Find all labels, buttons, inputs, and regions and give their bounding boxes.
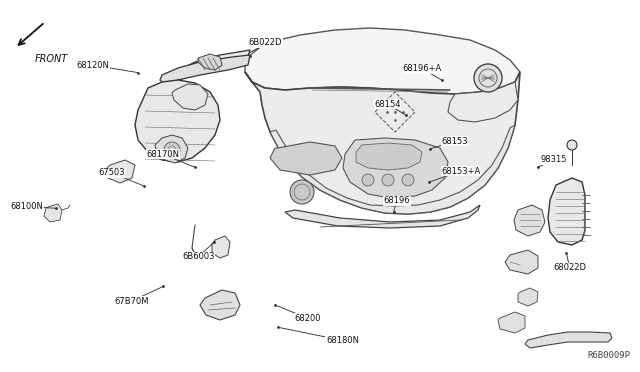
Polygon shape	[212, 236, 230, 258]
Text: FRONT: FRONT	[35, 54, 68, 64]
Polygon shape	[155, 135, 188, 163]
Text: 68022D: 68022D	[553, 263, 586, 272]
Polygon shape	[448, 82, 518, 122]
Text: 68154: 68154	[374, 100, 401, 109]
Polygon shape	[135, 80, 220, 162]
Text: 68153: 68153	[441, 137, 468, 146]
Circle shape	[164, 142, 180, 158]
Circle shape	[290, 180, 314, 204]
Polygon shape	[44, 204, 62, 222]
Polygon shape	[270, 125, 515, 214]
Circle shape	[402, 174, 414, 186]
Text: 68180N: 68180N	[326, 336, 359, 345]
Text: 68196+A: 68196+A	[403, 64, 442, 73]
Text: R6B0009P: R6B0009P	[587, 351, 630, 360]
Polygon shape	[505, 250, 538, 274]
Text: 98315: 98315	[540, 155, 567, 164]
Polygon shape	[514, 205, 545, 236]
Circle shape	[382, 174, 394, 186]
Text: 68196: 68196	[383, 196, 410, 205]
Polygon shape	[172, 84, 208, 110]
Circle shape	[362, 174, 374, 186]
Polygon shape	[198, 54, 222, 70]
Polygon shape	[525, 332, 612, 348]
Polygon shape	[548, 178, 585, 245]
Polygon shape	[175, 50, 250, 80]
Circle shape	[567, 140, 577, 150]
Polygon shape	[356, 143, 422, 170]
Polygon shape	[107, 160, 135, 183]
Polygon shape	[498, 312, 525, 333]
Text: 68200: 68200	[294, 314, 321, 323]
Polygon shape	[200, 290, 240, 320]
Circle shape	[474, 64, 502, 92]
Text: 6B6003: 6B6003	[182, 252, 214, 261]
Text: 67503: 67503	[99, 169, 125, 177]
Polygon shape	[343, 138, 448, 198]
Text: 67B70M: 67B70M	[114, 297, 148, 306]
Text: 68100N: 68100N	[10, 202, 44, 211]
Polygon shape	[270, 142, 342, 175]
Polygon shape	[245, 28, 520, 94]
Text: 68153+A: 68153+A	[441, 167, 481, 176]
Text: 6B022D: 6B022D	[249, 38, 282, 47]
Polygon shape	[160, 55, 250, 85]
Polygon shape	[285, 205, 480, 228]
Polygon shape	[245, 72, 520, 214]
Text: 68170N: 68170N	[147, 150, 180, 159]
Polygon shape	[518, 288, 538, 306]
Text: 68120N: 68120N	[76, 61, 109, 70]
